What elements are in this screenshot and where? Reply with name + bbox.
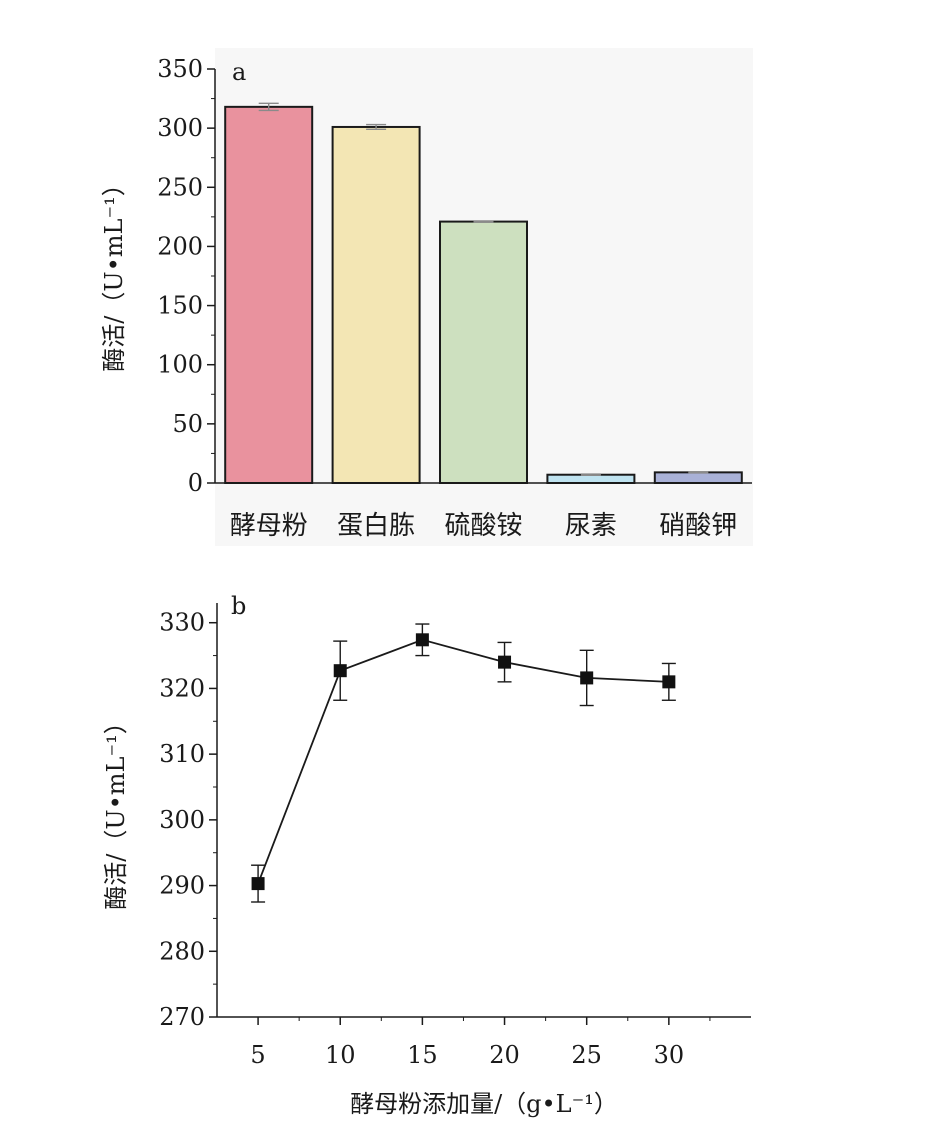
panel-b-data-point <box>415 633 429 647</box>
panel-b-letter: b <box>231 592 246 620</box>
panel-b-x-tick-label: 10 <box>325 1041 356 1069</box>
panel-b-x-tick-label: 5 <box>250 1041 265 1069</box>
panel-a-category-label: 硫酸铵 <box>444 511 522 541</box>
panel-b-y-tick-label: 300 <box>159 806 205 834</box>
panel-a-y-tick-label: 150 <box>157 292 203 320</box>
panel-a-bar <box>224 105 314 484</box>
panel-a-y-tick-label: 100 <box>157 351 203 379</box>
panel-a-category-label: 蛋白胨 <box>337 511 415 541</box>
panel-b-x-tick-label: 30 <box>654 1041 685 1069</box>
panel-a-bar <box>653 471 743 484</box>
panel-a-y-tick-label: 250 <box>157 173 203 201</box>
panel-b-y-axis-title: 酶活/（U•mL⁻¹） <box>102 710 130 909</box>
panel-a-y-tick-label: 200 <box>157 232 203 260</box>
panel-b-data-point <box>498 655 512 669</box>
panel-b-data-point <box>333 664 347 678</box>
panel-a-y-tick-label: 300 <box>157 114 203 142</box>
panel-b-data-point <box>580 671 594 685</box>
panel-b-line-chart: b 270 280 290 300 310 320 330 5 10 15 20 25 30 酶活/（… <box>102 592 751 1118</box>
panel-b-y-tick-label: 290 <box>159 872 205 900</box>
panel-a-y-ticks: 0 50 100 150 200 250 300 350 <box>157 55 215 497</box>
panel-b-series-line <box>257 638 669 884</box>
panel-a-y-tick-label: 0 <box>188 469 203 497</box>
panel-a-y-axis-title: 酶活/（U•mL⁻¹） <box>100 172 128 371</box>
panel-b-data-points <box>251 623 676 903</box>
panel-b-y-tick-label: 330 <box>159 609 205 637</box>
panel-a-bar-chart: a 0 50 100 150 200 250 300 350 酵母粉 蛋白胨 硫酸铵 尿素 硝酸钾 酶… <box>100 48 753 546</box>
panel-b-data-point <box>662 675 676 689</box>
panel-b-y-tick-label: 310 <box>159 740 205 768</box>
panel-a-category-label: 尿素 <box>565 511 617 541</box>
panel-a-letter: a <box>232 58 246 86</box>
panel-b-y-tick-label: 270 <box>159 1003 205 1031</box>
panel-b-data-point <box>251 877 265 891</box>
panel-b-x-tick-label: 15 <box>407 1041 438 1069</box>
panel-a-bar <box>439 220 528 485</box>
panel-a-bars <box>224 102 743 485</box>
panel-a-category-labels: 酵母粉 蛋白胨 硫酸铵 尿素 硝酸钾 <box>230 511 738 541</box>
panel-b-y-ticks: 270 280 290 300 310 320 330 <box>159 609 217 1031</box>
panel-b-x-tick-label: 25 <box>571 1041 602 1069</box>
panel-a-y-tick-label: 50 <box>172 410 203 438</box>
panel-b-x-axis-title: 酵母粉添加量/（g•L⁻¹） <box>350 1090 618 1118</box>
panel-b-y-tick-label: 280 <box>159 937 205 965</box>
panel-a-category-label: 酵母粉 <box>230 511 308 541</box>
panel-a-category-label: 硝酸钾 <box>659 511 737 541</box>
panel-b-y-tick-label: 320 <box>159 674 205 702</box>
panel-a-bar <box>331 125 421 485</box>
panel-b-x-ticks: 5 10 15 20 25 30 <box>250 1017 711 1069</box>
panel-a-y-tick-label: 350 <box>157 55 203 83</box>
panel-b-x-tick-label: 20 <box>489 1041 520 1069</box>
